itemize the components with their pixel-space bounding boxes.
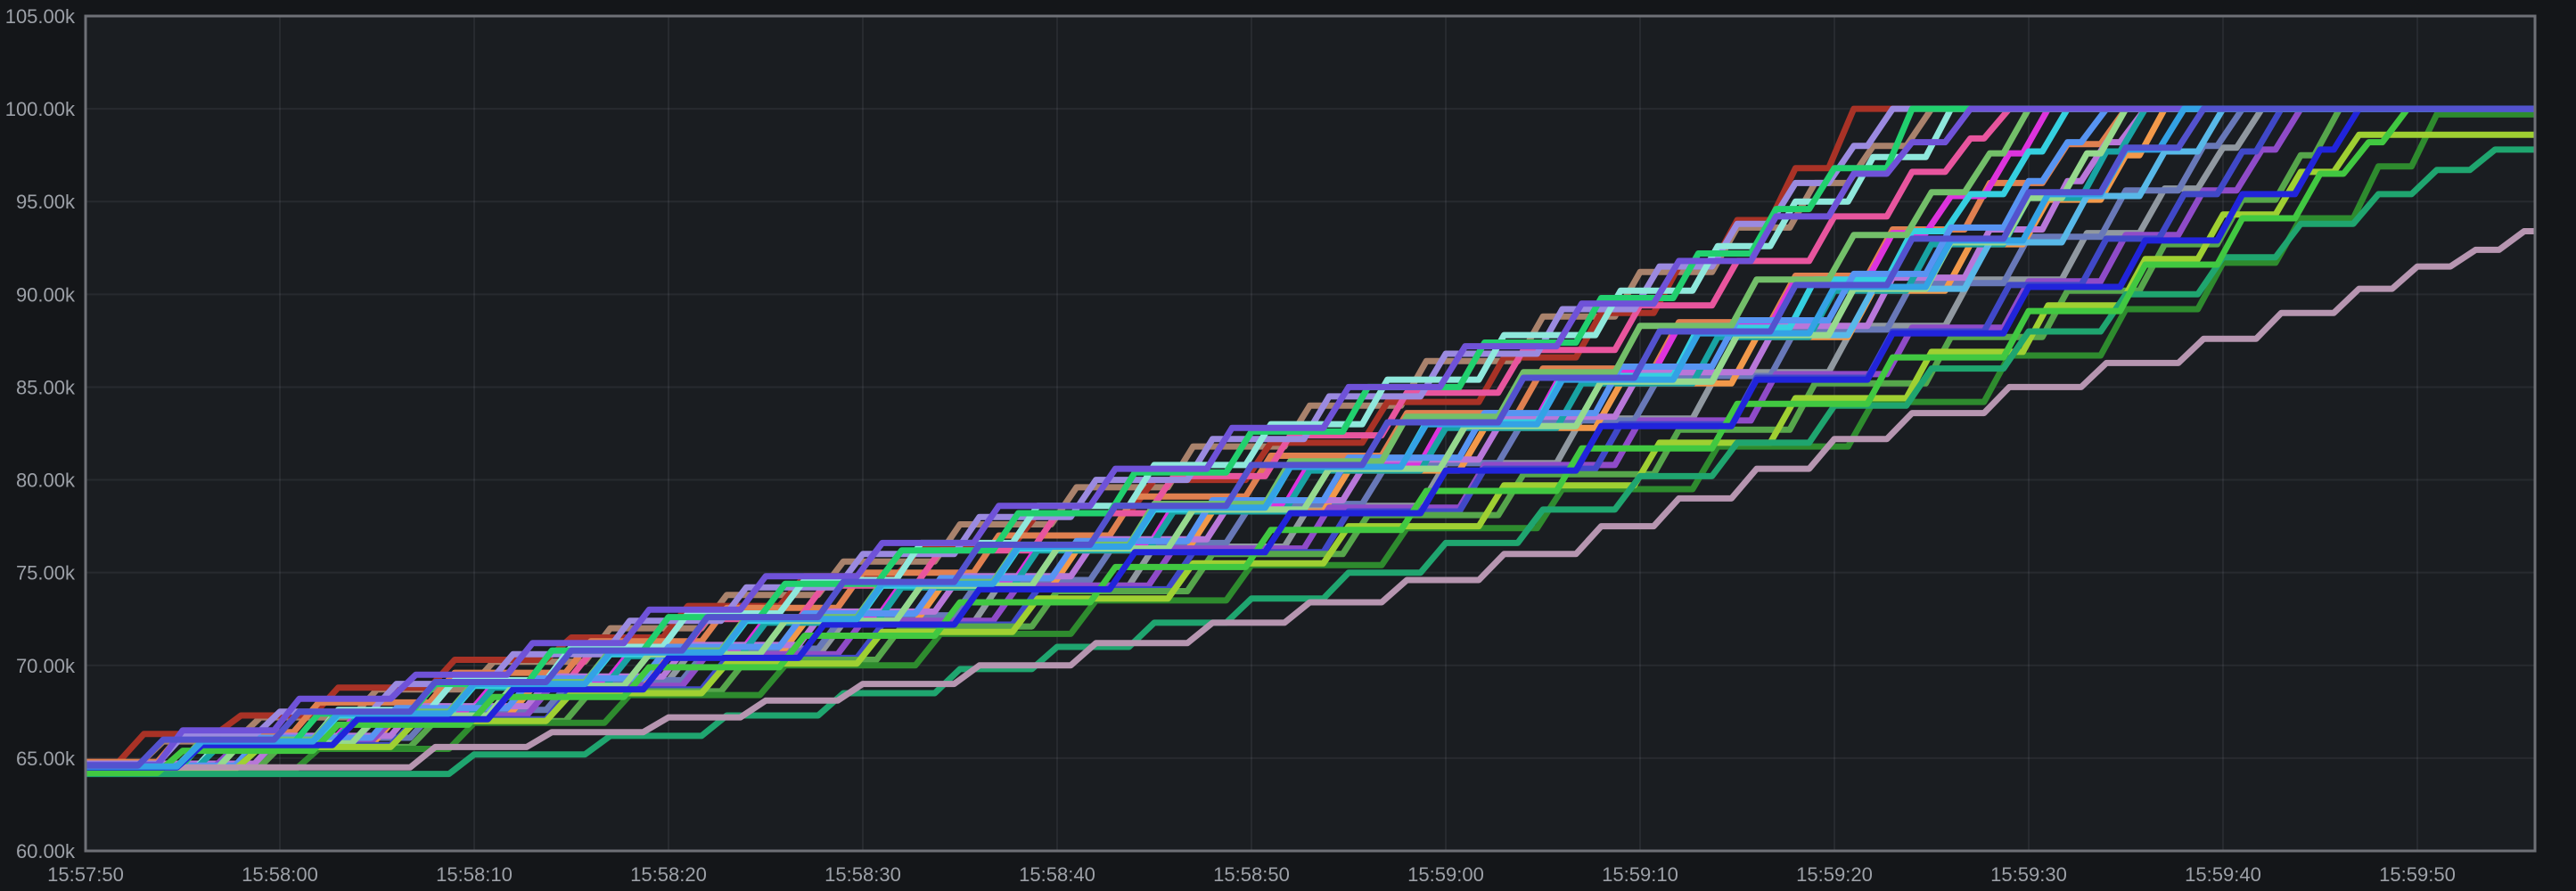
series-line-series-27 (86, 105, 2535, 768)
y-tick-label: 80.00k (16, 470, 76, 492)
x-tick-label: 15:58:10 (436, 863, 513, 886)
y-tick-label: 60.00k (16, 840, 76, 862)
series-line-series-29 (86, 105, 2535, 770)
y-tick-label: 90.00k (16, 283, 76, 306)
x-tick-label: 15:58:00 (242, 863, 318, 886)
x-tick-label: 15:59:20 (1796, 863, 1873, 886)
series-line-series-28 (86, 105, 2535, 771)
y-tick-label: 95.00k (16, 191, 76, 213)
series-line-series-24 (86, 146, 2535, 778)
x-tick-label: 15:58:40 (1019, 863, 1095, 886)
x-tick-label: 15:58:50 (1213, 863, 1290, 886)
x-tick-label: 15:57:50 (47, 863, 124, 886)
y-tick-label: 75.00k (16, 562, 76, 584)
y-tick-label: 100.00k (5, 98, 76, 120)
x-tick-label: 15:59:00 (1407, 863, 1484, 886)
series-line-series-30 (86, 105, 2535, 769)
x-tick-label: 15:58:20 (630, 863, 707, 886)
series-line-series-25 (86, 228, 2535, 771)
y-tick-label: 70.00k (16, 655, 76, 677)
series-group (86, 105, 2535, 778)
x-tick-label: 15:59:40 (2185, 863, 2261, 886)
x-tick-label: 15:59:50 (2379, 863, 2456, 886)
y-tick-label: 105.00k (5, 5, 76, 28)
x-tick-label: 15:59:10 (1602, 863, 1678, 886)
y-tick-label: 85.00k (16, 376, 76, 398)
y-tick-label: 65.00k (16, 748, 76, 770)
x-tick-label: 15:59:30 (1990, 863, 2067, 886)
series-line-series-26 (86, 105, 2535, 776)
plot-frame (84, 14, 2537, 853)
x-tick-label: 15:58:30 (824, 863, 901, 886)
